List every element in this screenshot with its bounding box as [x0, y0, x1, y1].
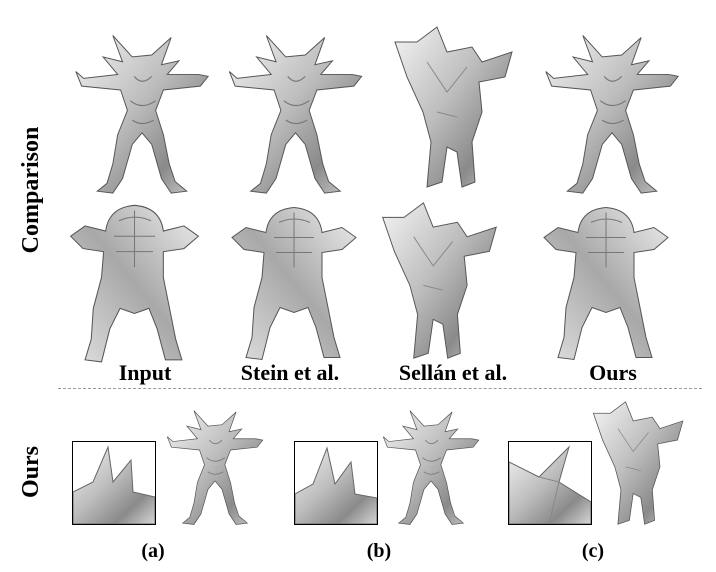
- column-label-sellan: Sellán et al.: [398, 360, 508, 385]
- render-stein-back: [231, 207, 357, 360]
- render-ours-c: [593, 401, 684, 525]
- row-label-comparison: Comparison: [18, 126, 44, 254]
- row-label-ours: Ours: [18, 446, 44, 499]
- subfigure-label-a: (a): [141, 540, 165, 562]
- render-sellan-back: [382, 202, 497, 359]
- render-sellan-front: [394, 26, 513, 188]
- subfigure-label-b: (b): [366, 540, 392, 562]
- render-ours-a: [166, 410, 264, 525]
- render-ours-back: [543, 207, 669, 360]
- dashed-divider: [58, 388, 702, 389]
- zoom-inset-c: [508, 441, 592, 525]
- render-stein-front: [228, 34, 363, 194]
- column-label-ours: Ours: [589, 360, 637, 385]
- zoom-inset-a: [72, 441, 156, 525]
- zoom-inset-b: [294, 441, 378, 525]
- render-ours-b: [382, 410, 480, 525]
- render-ours-front: [545, 34, 679, 194]
- column-label-stein: Stein et al.: [240, 360, 340, 385]
- column-label-input: Input: [118, 360, 172, 385]
- render-input-front: [75, 34, 209, 194]
- render-input-back: [70, 204, 199, 363]
- subfigure-label-c: (c): [581, 540, 605, 562]
